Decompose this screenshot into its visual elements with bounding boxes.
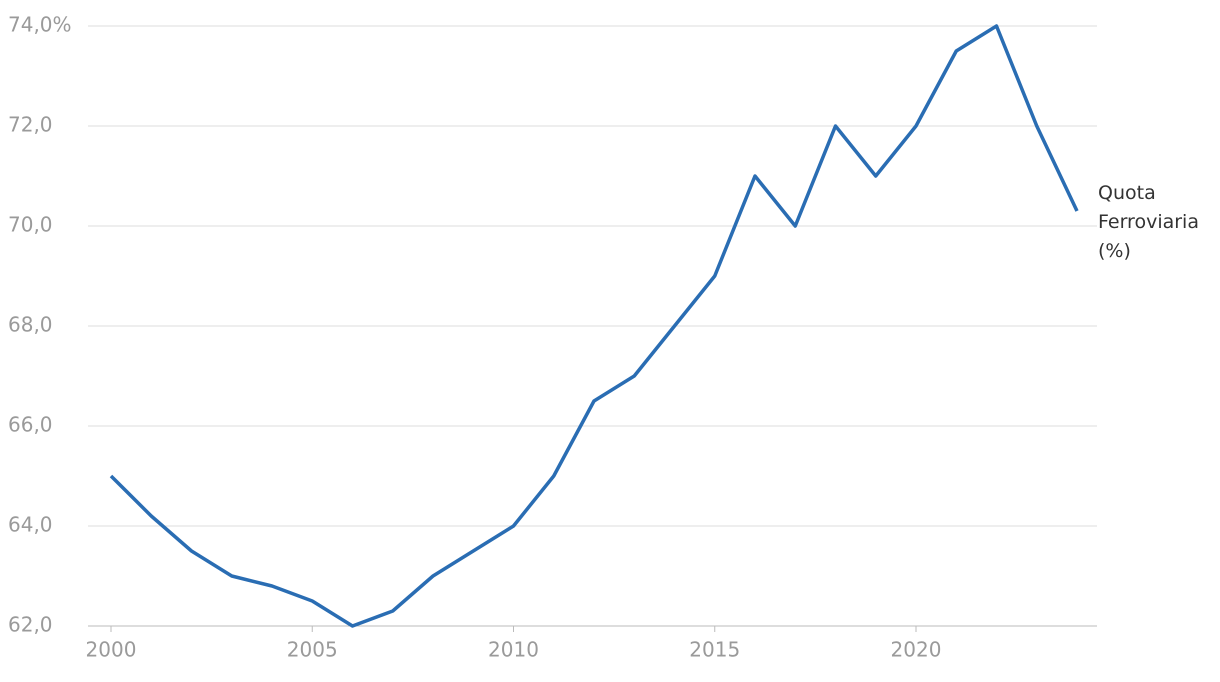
- y-tick-label: 66,0: [8, 413, 53, 437]
- x-tick-label: 2010: [488, 638, 539, 662]
- y-tick-label: 72,0: [8, 113, 53, 137]
- y-tick-label: 70,0: [8, 213, 53, 237]
- line-series: [109, 24, 1079, 628]
- x-tick-label: 2000: [86, 638, 137, 662]
- x-tick-label: 2005: [287, 638, 338, 662]
- y-tick-label: 62,0: [8, 613, 53, 637]
- x-tick-label: 2015: [689, 638, 740, 662]
- y-tick-label: 74,0%: [8, 13, 72, 37]
- y-tick-label: 68,0: [8, 313, 53, 337]
- y-tick-label: 64,0: [8, 513, 53, 537]
- x-tick-label: 2020: [891, 638, 942, 662]
- series-label: Quota Ferroviaria (%): [1098, 182, 1199, 262]
